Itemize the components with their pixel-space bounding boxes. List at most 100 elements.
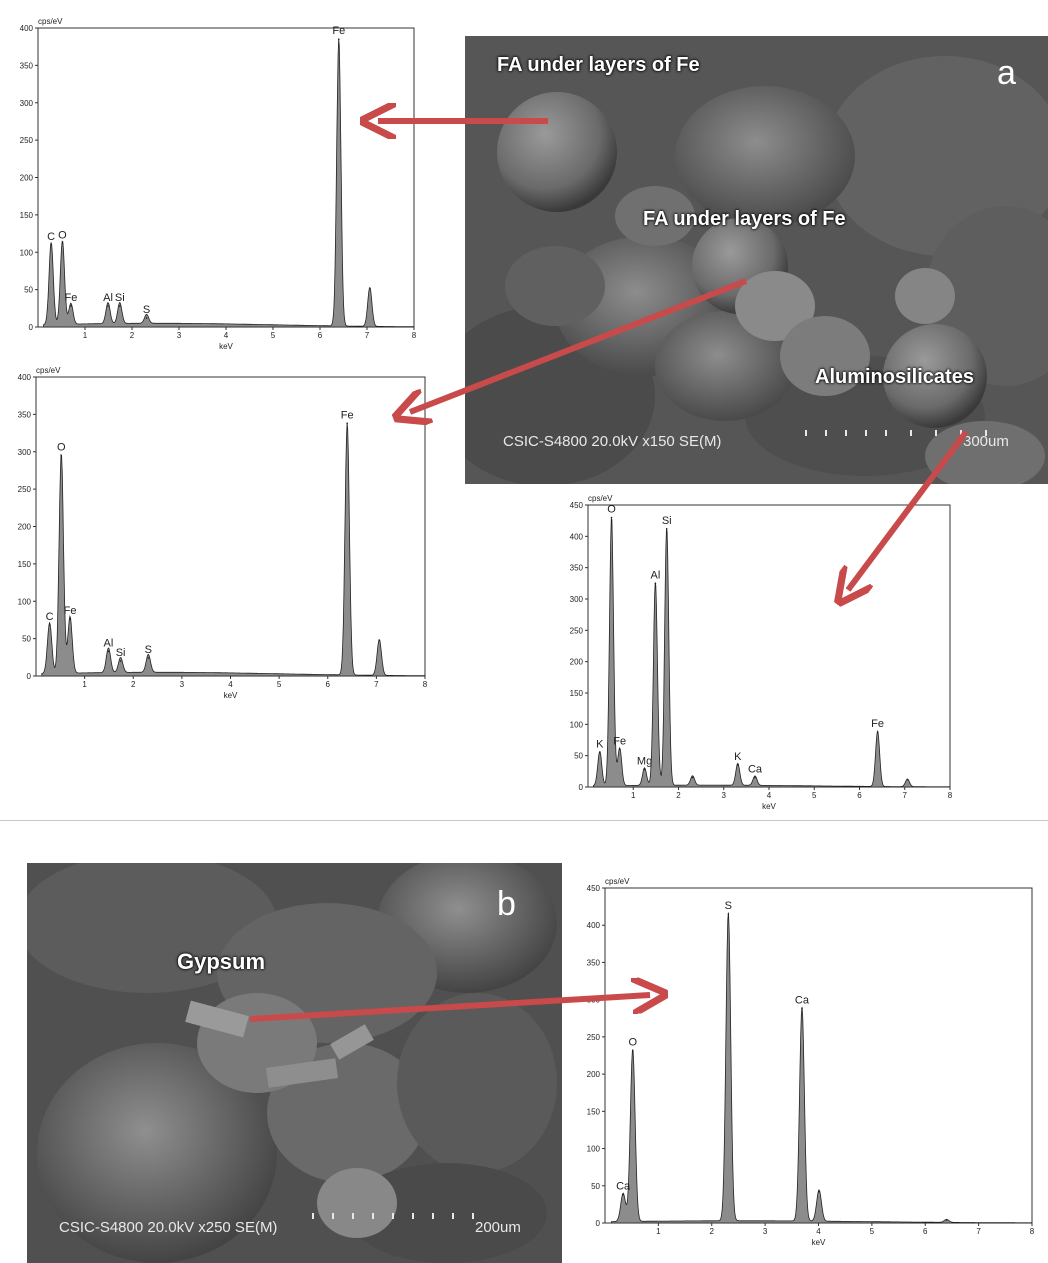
peak-label-4: Si: [115, 292, 125, 304]
x-tick-label-2: 3: [177, 331, 182, 340]
scale-label-b: 200um: [475, 1219, 521, 1236]
y-tick-label-7: 350: [20, 61, 34, 70]
y-tick-label-2: 100: [570, 720, 584, 729]
plot-frame: [604, 887, 1033, 1224]
peak-point-1: [60, 454, 63, 457]
x-tick-label-2: 3: [763, 1227, 768, 1236]
y-tick-label-5: 250: [20, 136, 34, 145]
x-axis-label: keV: [762, 802, 776, 811]
plot-frame: [587, 504, 951, 788]
x-tick-label-6: 7: [374, 680, 379, 689]
y-tick-label-6: 300: [570, 595, 584, 604]
y-tick-label-1: 50: [22, 635, 31, 644]
y-tick-label-8: 400: [587, 921, 601, 930]
peak-label-8: Ca: [748, 764, 763, 776]
peak-label-3: Mg: [637, 755, 652, 767]
x-axis-label: keV: [224, 691, 238, 700]
sem-image-a: FA under layers of Fe FA under layers of…: [465, 36, 1048, 484]
sem-info-b: CSIC-S4800 20.0kV x250 SE(M): [59, 1219, 278, 1236]
x-tick-label-2: 3: [180, 680, 185, 689]
y-tick-label-3: 150: [587, 1107, 601, 1116]
x-tick-label-4: 5: [277, 680, 282, 689]
spectrum-aluminosilicates-svg: 0 50 100 150 200 250 300 350 400 450 1 2 3 4 5 6 7 8 cps/e…: [570, 494, 953, 811]
spectrum-curve: [593, 517, 951, 788]
peak-point-8: [754, 776, 756, 779]
peak-point-2: [70, 305, 72, 307]
x-axis-label: keV: [219, 342, 233, 351]
sem-info-a: CSIC-S4800 20.0kV x150 SE(M): [503, 433, 722, 450]
x-tick-label-4: 5: [812, 791, 817, 800]
x-tick-label-4: 5: [870, 1227, 875, 1236]
peak-point-1: [61, 242, 64, 245]
x-tick-label-4: 5: [271, 331, 276, 340]
peak-point-1: [631, 1049, 634, 1052]
x-tick-label-5: 6: [857, 791, 862, 800]
y-tick-label-4: 200: [20, 174, 34, 183]
y-tick-label-6: 300: [20, 99, 34, 108]
y-tick-label-4: 200: [570, 658, 584, 667]
x-tick-label-7: 8: [948, 791, 953, 800]
peak-point-3: [107, 650, 110, 653]
peak-label-7: K: [734, 751, 742, 763]
y-axis-label: cps/eV: [605, 877, 630, 886]
x-tick-label-5: 6: [326, 680, 331, 689]
y-tick-label-0: 0: [27, 672, 32, 681]
label-gypsum: Gypsum: [177, 949, 266, 974]
peak-label-0: C: [47, 231, 55, 243]
spectrum-curve: [43, 38, 415, 328]
peak-point-1: [610, 516, 613, 519]
peak-point-0: [598, 751, 601, 754]
peak-point-7: [378, 639, 381, 641]
scale-label-a: 300um: [963, 433, 1009, 450]
x-tick-label-0: 1: [656, 1227, 661, 1236]
peak-label-5: S: [145, 644, 152, 656]
x-tick-label-7: 8: [1030, 1227, 1035, 1236]
x-tick-label-1: 2: [676, 791, 681, 800]
peak-label-1: O: [607, 504, 616, 516]
x-axis-label: keV: [812, 1238, 826, 1247]
x-tick-label-3: 4: [228, 680, 233, 689]
label-fa-fe-2: FA under layers of Fe: [643, 208, 846, 230]
spectrum-fa-fe-1-svg: 0 50 100 150 200 250 300 350 400 1 2 3 4 5 6 7 8 cps/eV ke…: [20, 17, 417, 351]
peak-label-2: S: [725, 900, 732, 912]
y-tick-label-8: 400: [570, 532, 584, 541]
x-tick-label-1: 2: [131, 680, 136, 689]
peak-point-10: [906, 778, 909, 781]
spectrum-fa-fe-2-svg: 0 50 100 150 200 250 300 350 400 1 2 3 4 5 6 7 8 cps/eV ke…: [18, 366, 428, 700]
x-tick-label-2: 3: [722, 791, 727, 800]
panel-divider: [0, 820, 1048, 821]
y-tick-label-3: 150: [18, 560, 32, 569]
y-tick-label-8: 400: [18, 373, 32, 382]
peak-label-1: O: [58, 229, 67, 241]
x-tick-label-6: 7: [903, 791, 908, 800]
x-tick-label-6: 7: [365, 331, 370, 340]
label-aluminosilicates: Aluminosilicates: [815, 366, 974, 388]
y-tick-label-5: 250: [587, 1033, 601, 1042]
y-tick-label-1: 50: [24, 286, 33, 295]
peak-point-3: [643, 768, 646, 771]
x-tick-label-3: 4: [816, 1227, 821, 1236]
peak-point-4: [118, 305, 121, 307]
peak-point-5: [665, 528, 668, 530]
plot-frame: [35, 376, 426, 677]
spectrum-curve: [41, 422, 426, 677]
peak-point-5: [945, 1219, 948, 1221]
y-tick-label-9: 450: [570, 501, 584, 510]
peak-label-6: Fe: [332, 25, 345, 37]
peak-point-4: [119, 660, 122, 662]
y-tick-label-2: 100: [18, 597, 32, 606]
peak-point-6: [691, 776, 694, 779]
y-tick-label-4: 200: [587, 1070, 601, 1079]
peak-label-5: Si: [662, 515, 672, 527]
peak-label-0: K: [596, 739, 604, 751]
peak-point-2: [618, 748, 621, 751]
label-fa-fe-1: FA under layers of Fe: [497, 54, 700, 76]
peak-point-0: [48, 624, 51, 626]
y-tick-label-0: 0: [579, 783, 584, 792]
y-axis-label: cps/eV: [36, 366, 61, 375]
peak-label-2: Fe: [64, 605, 77, 617]
panel-letter-a: a: [997, 54, 1016, 92]
y-tick-label-1: 50: [574, 752, 583, 761]
peak-point-4: [818, 1190, 820, 1193]
